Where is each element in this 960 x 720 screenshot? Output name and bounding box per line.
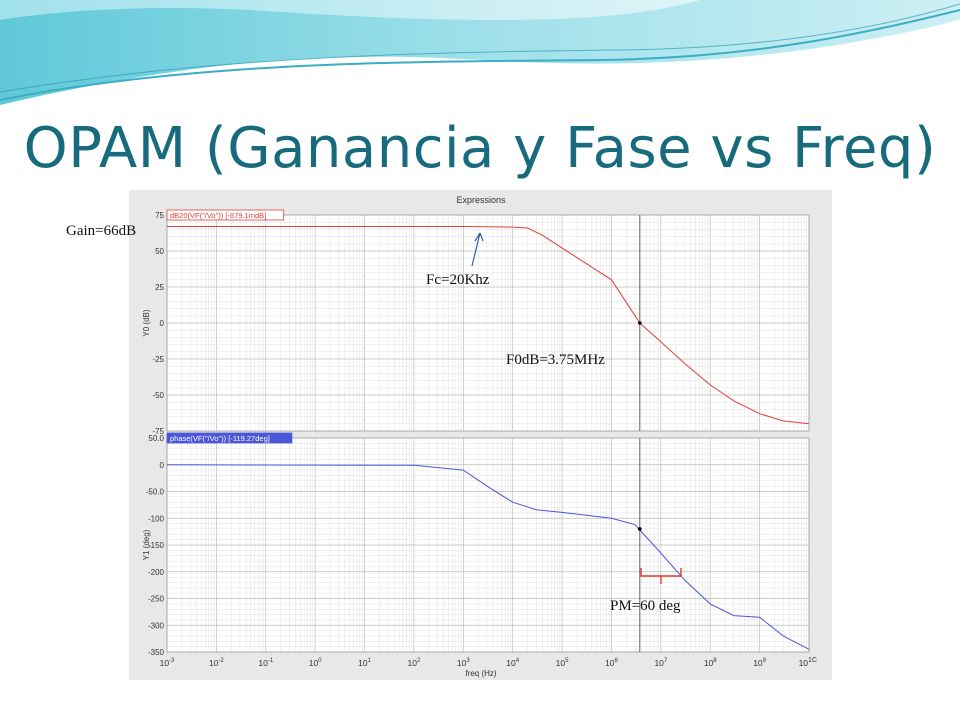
x-tick-label: 101C: [799, 657, 817, 668]
y-tick-label: -200: [148, 568, 165, 577]
marker-point: [638, 527, 642, 531]
wave-line: [0, 19, 960, 109]
fc-annotation: Fc=20Khz: [426, 272, 490, 288]
x-tick-label: 10-1: [258, 658, 273, 668]
y-tick-label: 75: [155, 211, 164, 220]
x-tick-label: 109: [753, 658, 766, 668]
y-tick-label: -75: [152, 427, 164, 436]
y-tick-label: 0: [160, 319, 165, 328]
f0db-annotation: F0dB=3.75MHz: [506, 352, 605, 368]
y-tick-label: -25: [152, 355, 164, 364]
y-tick-label: 50.0: [148, 434, 164, 443]
y-tick-label: -50: [152, 391, 164, 400]
legend-box: [166, 432, 293, 444]
x-tick-label: 103: [457, 658, 470, 668]
wave-line: [0, 9, 960, 101]
x-axis-label: freq (Hz): [465, 669, 496, 678]
x-tick-label: 102: [408, 658, 421, 668]
y-tick-label: 0: [160, 461, 165, 470]
slide-title: OPAM (Ganancia y Fase vs Freq): [23, 116, 937, 181]
gain-panel: 75 50 25 0 -25 -50 -75 Y0 (dB) dB20(VF("/Vo")) […: [142, 209, 810, 436]
y-tick-label: -350: [148, 648, 165, 657]
phase-panel: 50.0 0 -50.0 -100 -150 -200 -250 -300 -350 Y1 (de…: [142, 432, 817, 668]
pm-annotation: PM=60 deg: [610, 598, 681, 614]
x-tick-label: 107: [654, 658, 667, 668]
series-line: [166, 464, 810, 650]
legend-label: dB20(VF("/Vo")) [-879.1mdB]: [170, 211, 266, 220]
marker-point: [638, 321, 642, 325]
legend-label: phase(VF("/Vo")) [-119.27deg]: [170, 434, 270, 443]
gain-annotation: Gain=66dB: [66, 223, 137, 239]
x-tick-label: 101: [358, 658, 371, 668]
y-tick-label: 50: [155, 247, 164, 256]
y-tick-label: -50.0: [146, 488, 165, 497]
window-title: Expressions: [456, 195, 506, 205]
x-tick-label: 105: [556, 658, 569, 668]
x-tick-label: 100: [309, 658, 322, 668]
wave-shape: [0, 0, 700, 20]
y-tick-label: 25: [155, 283, 164, 292]
y-tick-label: -100: [148, 514, 165, 523]
y-axis-label: Y0 (dB): [142, 309, 151, 336]
y-tick-label: -300: [148, 621, 165, 630]
y-axis-label: Y1 (deg): [142, 529, 151, 560]
y-tick-label: -250: [148, 595, 165, 604]
wave-line: [0, 3, 960, 93]
legend-box: [166, 209, 285, 221]
x-tick-label: 10-3: [160, 658, 175, 668]
waveform-plot-window: Expressions 75 50 25 0 -25 -50 -75 Y0 (dB) dB20(…: [129, 190, 832, 680]
x-tick-label: 104: [506, 658, 519, 668]
y-tick-label: -150: [148, 541, 165, 550]
x-tick-label: 10-2: [209, 658, 224, 668]
x-tick-label: 106: [605, 658, 618, 668]
x-tick-label: 108: [704, 658, 717, 668]
